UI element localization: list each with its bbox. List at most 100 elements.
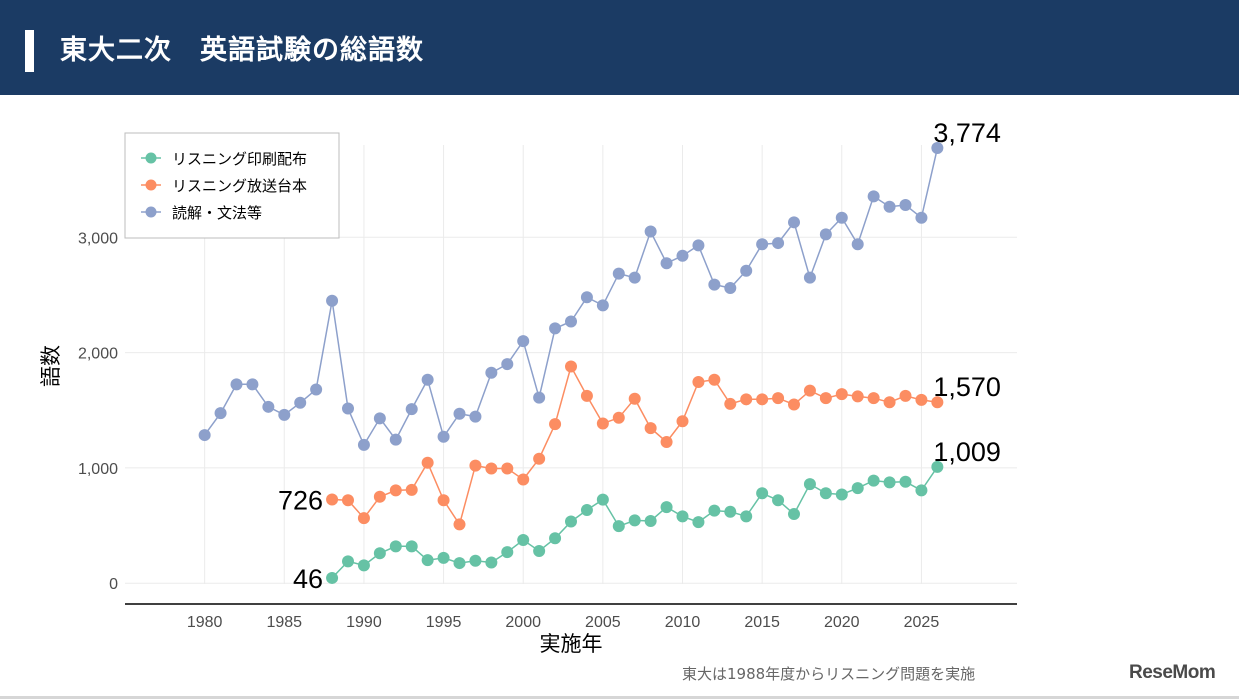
- title-bar: 東大二次 英語試験の総語数: [0, 0, 1239, 95]
- data-point-reading-1996: [453, 407, 466, 420]
- data-point-reading-2003: [565, 315, 577, 328]
- legend-label-reading: 読解・文法等: [172, 204, 262, 222]
- x-tick-label-2010: 2010: [665, 614, 701, 631]
- x-tick-label-1995: 1995: [426, 614, 462, 631]
- data-point-reading-2011: [692, 239, 705, 252]
- end-label-broadcast: 1,570: [933, 372, 1001, 402]
- legend-label-print: リスニング印刷配布: [172, 150, 307, 168]
- data-point-print-2003: [565, 515, 577, 528]
- data-point-broadcast-2014: [740, 393, 753, 406]
- data-point-reading-2016: [772, 237, 785, 250]
- legend-item-reading: 読解・文法等: [141, 204, 262, 222]
- data-point-broadcast-2007: [628, 392, 641, 405]
- data-point-broadcast-1992: [389, 484, 402, 497]
- data-point-reading-2014: [740, 264, 753, 277]
- data-point-reading-1985: [278, 408, 291, 421]
- data-point-print-2014: [740, 510, 753, 523]
- legend-item-print: リスニング印刷配布: [141, 150, 307, 168]
- data-point-reading-1991: [373, 412, 386, 425]
- data-point-broadcast-2015: [756, 393, 769, 406]
- data-point-broadcast-1999: [501, 462, 514, 475]
- data-point-reading-1982: [230, 378, 243, 391]
- data-point-print-2000: [517, 534, 530, 547]
- data-point-reading-2018: [803, 271, 816, 284]
- data-point-reading-1998: [485, 366, 498, 379]
- data-point-print-1988: [326, 571, 339, 584]
- data-point-broadcast-2011: [692, 376, 705, 389]
- end-label-reading: 3,774: [933, 118, 1001, 148]
- footnote: 東大は1988年度からリスニング問題を実施: [682, 665, 976, 683]
- data-point-print-2020: [835, 488, 848, 501]
- word-count-line-chart: 1980 1985 1990 1995 2000 2005 2010 2015 2020 2025…: [39, 118, 1017, 656]
- data-point-print-2004: [580, 504, 593, 517]
- data-point-broadcast-2026: [931, 396, 944, 409]
- data-point-reading-1997: [469, 410, 482, 423]
- data-point-print-2023: [883, 476, 896, 489]
- data-point-print-1989: [342, 555, 354, 568]
- data-point-reading-1990: [357, 438, 370, 451]
- data-point-broadcast-2017: [788, 398, 800, 411]
- end-label-print: 1,009: [933, 437, 1001, 467]
- data-point-print-2015: [756, 487, 769, 500]
- data-point-broadcast-2008: [644, 422, 657, 435]
- data-point-reading-1989: [342, 402, 354, 415]
- data-point-broadcast-1998: [485, 462, 498, 475]
- data-point-reading-2013: [724, 282, 737, 295]
- data-point-broadcast-2006: [612, 411, 625, 424]
- data-point-reading-2005: [596, 299, 609, 312]
- data-point-reading-2009: [660, 257, 673, 270]
- data-point-print-1997: [469, 554, 482, 567]
- legend-marker-print: [145, 152, 157, 164]
- data-point-print-1991: [373, 547, 386, 560]
- data-point-reading-2020: [835, 211, 848, 224]
- data-point-broadcast-1991: [373, 490, 386, 503]
- data-point-broadcast-2016: [772, 392, 785, 405]
- data-point-reading-2012: [708, 278, 721, 291]
- data-point-reading-1986: [294, 396, 307, 409]
- x-tick-label-2025: 2025: [904, 614, 940, 631]
- data-point-reading-2022: [867, 190, 880, 203]
- data-point-broadcast-2003: [565, 360, 577, 373]
- data-point-reading-2024: [899, 199, 912, 212]
- data-point-reading-1987: [310, 383, 323, 396]
- data-point-broadcast-2020: [835, 388, 848, 401]
- legend: リスニング印刷配布 リスニング放送台本 読解・文法等: [124, 132, 340, 239]
- data-point-broadcast-2025: [915, 393, 928, 406]
- data-point-broadcast-1995: [437, 494, 450, 507]
- data-point-broadcast-2013: [724, 397, 737, 410]
- page-title: 東大二次 英語試験の総語数: [60, 35, 424, 66]
- data-point-broadcast-1990: [357, 512, 370, 525]
- data-point-reading-2004: [580, 291, 593, 304]
- data-point-broadcast-2000: [517, 473, 530, 486]
- data-point-reading-2010: [676, 249, 689, 262]
- x-tick-label-2020: 2020: [824, 614, 860, 631]
- data-point-print-1996: [453, 557, 466, 570]
- data-point-reading-1994: [421, 373, 434, 386]
- data-point-reading-2007: [628, 271, 641, 284]
- data-point-print-1992: [389, 540, 402, 553]
- tick-labels: 1980 1985 1990 1995 2000 2005 2010 2015 2020 2025…: [78, 230, 939, 631]
- data-point-broadcast-2022: [867, 392, 880, 405]
- data-point-broadcast-2018: [803, 384, 816, 397]
- series-layer: [198, 142, 944, 584]
- x-tick-label-1990: 1990: [346, 614, 382, 631]
- data-point-broadcast-1988: [326, 493, 339, 506]
- data-point-reading-1984: [262, 400, 275, 413]
- data-point-broadcast-2004: [580, 389, 593, 402]
- y-tick-label-0: 0: [109, 576, 118, 593]
- data-point-reading-2001: [533, 391, 546, 404]
- data-point-print-1998: [485, 556, 498, 569]
- x-tick-label-2000: 2000: [505, 614, 541, 631]
- data-point-print-2013: [724, 505, 737, 518]
- x-tick-label-1985: 1985: [266, 614, 302, 631]
- data-point-reading-2023: [883, 200, 896, 213]
- data-point-print-1990: [357, 559, 370, 572]
- resemom-logo[interactable]: ReseMom: [1129, 662, 1216, 683]
- start-label-broadcast: 726: [278, 486, 323, 516]
- data-point-broadcast-1996: [453, 518, 466, 531]
- data-point-broadcast-2023: [883, 396, 896, 409]
- data-point-reading-1980: [198, 429, 211, 442]
- x-axis-title: 実施年: [540, 632, 603, 656]
- data-point-broadcast-2012: [708, 373, 721, 386]
- series-line-broadcast: [332, 364, 938, 527]
